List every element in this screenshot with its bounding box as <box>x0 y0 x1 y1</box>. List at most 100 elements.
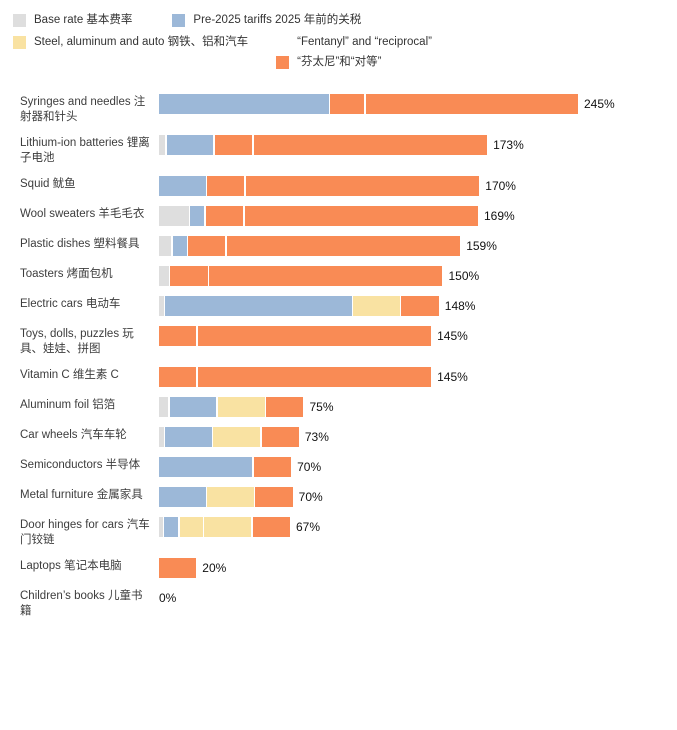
bar-segment-fentanyl <box>266 397 304 417</box>
value-label: 145% <box>437 329 468 343</box>
bar-segment-fentanyl <box>159 326 197 346</box>
category-label: Toasters 烤面包机 <box>20 268 113 280</box>
bar-segment-fentanyl <box>209 266 443 286</box>
bar-segment-steel <box>204 517 252 537</box>
category-label: Wool sweaters 羊毛毛衣 <box>20 208 145 220</box>
chart-row: Laptops 笔记本电脑 20% <box>20 558 677 578</box>
stacked-bar <box>159 266 443 286</box>
value-label: 145% <box>437 370 468 384</box>
bar-segment-fentanyl <box>226 236 461 256</box>
bar-segment-fentanyl <box>245 176 480 196</box>
bar-segment-fentanyl <box>159 367 197 387</box>
bar-segment-fentanyl <box>197 326 432 346</box>
bar-segment-fentanyl <box>205 206 244 226</box>
bar-segment-pre2025 <box>166 135 214 155</box>
bar-area: 173% <box>159 135 677 155</box>
chart-row: Electric cars 电动车 148% <box>20 296 677 316</box>
bar-area: 145% <box>159 367 677 387</box>
stacked-bar <box>159 367 432 387</box>
pre-2025-swatch-icon <box>172 13 186 27</box>
stacked-bar <box>159 94 578 114</box>
bar-area: 245% <box>159 94 677 114</box>
category-label: Aluminum foil 铝箔 <box>20 399 116 411</box>
category-label: Electric cars 电动车 <box>20 298 121 310</box>
bar-segment-pre2025 <box>164 517 179 537</box>
bar-segment-base <box>159 397 169 417</box>
bar-segment-fentanyl <box>261 427 299 447</box>
chart-row: Semiconductors 半导体 70% <box>20 457 677 477</box>
value-label: 70% <box>297 460 322 474</box>
bar-segment-fentanyl <box>401 296 439 316</box>
value-label: 67% <box>295 520 320 534</box>
bar-area: 169% <box>159 206 677 226</box>
category-label: Squid 鱿鱼 <box>20 178 76 190</box>
category-label: Toys, dolls, puzzles 玩具、娃娃、拼图 <box>20 328 134 355</box>
bar-area: 150% <box>159 266 677 286</box>
category-label: Plastic dishes 塑料餐具 <box>20 238 140 250</box>
bar-segment-base <box>159 236 172 256</box>
value-label: 70% <box>298 490 323 504</box>
legend-label-steel-aluminum-auto: Steel, aluminum and auto 钢铁、铝和汽车 <box>34 36 249 48</box>
bar-segment-fentanyl <box>330 94 365 114</box>
bar-segment-pre2025 <box>159 176 206 196</box>
bar-segment-fentanyl <box>188 236 226 256</box>
steel-aluminum-auto-swatch-icon <box>13 35 26 49</box>
stacked-bar <box>159 206 478 226</box>
stacked-bar <box>159 427 299 447</box>
bar-area: 170% <box>159 176 677 196</box>
stacked-bar <box>159 236 461 256</box>
stacked-bar <box>159 176 480 196</box>
chart-row: Lithium-ion batteries 锂离子电池 173% <box>20 135 677 166</box>
stacked-bar <box>159 296 439 316</box>
bar-segment-fentanyl <box>207 176 245 196</box>
value-label: 0% <box>159 591 177 605</box>
category-label: Lithium-ion batteries 锂离子电池 <box>20 137 150 164</box>
value-label: 173% <box>493 138 524 152</box>
bar-segment-steel <box>353 296 400 316</box>
bar-segment-pre2025 <box>159 457 253 477</box>
chart-legend: Base rate 基本费率 Pre-2025 tariffs 2025 年前的… <box>0 0 677 69</box>
category-label: Door hinges for cars 汽车门铰链 <box>20 519 150 546</box>
bar-area: 67% <box>159 517 677 537</box>
bar-segment-fentanyl <box>214 135 253 155</box>
legend-label-fentanyl-zh: “芬太尼”和“对等” <box>297 56 382 68</box>
bar-segment-pre2025 <box>165 296 352 316</box>
category-label: Laptops 笔记本电脑 <box>20 560 122 572</box>
chart-row: Syringes and needles 注射器和针头 245% <box>20 94 677 125</box>
chart-row: Wool sweaters 羊毛毛衣 169% <box>20 206 677 226</box>
bar-segment-pre2025 <box>159 94 329 114</box>
bar-segment-steel <box>207 487 254 507</box>
chart-row: Toys, dolls, puzzles 玩具、娃娃、拼图 145% <box>20 326 677 357</box>
bar-segment-fentanyl <box>170 266 208 286</box>
legend-label-base-rate: Base rate 基本费率 <box>34 14 133 26</box>
chart-row: Children’s books 儿童书籍 0% <box>20 588 677 619</box>
legend-item-fentanyl-reciprocal: “Fentanyl” and “reciprocal” “芬太尼”和“对等” <box>276 35 432 69</box>
chart-row: Car wheels 汽车车轮 73% <box>20 427 677 447</box>
value-label: 170% <box>485 179 516 193</box>
stacked-bar <box>159 397 304 417</box>
tariff-bar-chart: Syringes and needles 注射器和针头 245% Lithium… <box>0 69 677 619</box>
bar-segment-steel <box>213 427 261 447</box>
bar-segment-base <box>159 427 164 447</box>
bar-area: 75% <box>159 397 677 417</box>
bar-segment-fentanyl <box>255 487 293 507</box>
bar-segment-base <box>159 135 166 155</box>
legend-label-fentanyl-en: “Fentanyl” and “reciprocal” <box>297 36 432 48</box>
stacked-bar <box>159 517 290 537</box>
bar-area: 159% <box>159 236 677 256</box>
bar-segment-base <box>159 206 189 226</box>
value-label: 75% <box>309 400 334 414</box>
category-label: Semiconductors 半导体 <box>20 459 141 471</box>
bar-segment-base <box>159 296 164 316</box>
value-label: 148% <box>444 299 476 313</box>
value-label: 169% <box>483 209 515 223</box>
bar-segment-fentanyl <box>253 457 292 477</box>
chart-row: Door hinges for cars 汽车门铰链 67% <box>20 517 677 548</box>
bar-segment-fentanyl <box>244 206 478 226</box>
value-label: 245% <box>583 97 615 111</box>
bar-area: 70% <box>159 487 677 507</box>
bar-segment-base <box>159 517 163 537</box>
value-label: 150% <box>448 269 480 283</box>
legend-label-pre-2025: Pre-2025 tariffs 2025 年前的关税 <box>193 14 362 26</box>
value-label: 73% <box>304 430 329 444</box>
